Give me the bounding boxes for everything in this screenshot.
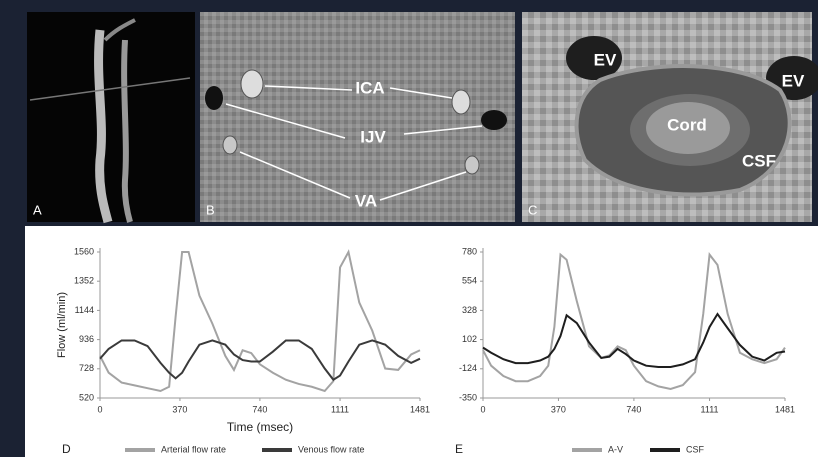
annotation: CSF: [742, 151, 776, 170]
x-tick-label: 740: [626, 404, 641, 414]
panel-label: B: [206, 202, 215, 217]
line-series: [482, 251, 786, 390]
y-axis-label: Flow (ml/min): [56, 292, 68, 358]
y-tick-label: 936: [79, 334, 94, 344]
panel-label: D: [62, 442, 71, 456]
x-tick-label: 1481: [775, 404, 795, 414]
y-tick-label: 554: [462, 276, 477, 286]
legend-label: A-V: [608, 444, 623, 454]
panel-label: E: [455, 442, 463, 456]
line-series: [482, 312, 786, 368]
panel-c: EV EV Cord CSF C: [522, 12, 818, 222]
annotation: ICA: [355, 78, 384, 97]
y-tick-label: 102: [462, 334, 477, 344]
y-tick-label: 1560: [74, 246, 94, 256]
x-axis-label: Time (msec): [227, 420, 293, 434]
line-series: [99, 339, 421, 382]
x-tick-label: 0: [97, 404, 102, 414]
y-tick-label: 328: [462, 305, 477, 315]
x-tick-label: 0: [480, 404, 485, 414]
x-tick-label: 370: [172, 404, 187, 414]
panel-b: ICA IJV VA B: [200, 12, 515, 222]
y-tick-label: -350: [459, 392, 477, 402]
y-tick-label: 1144: [75, 305, 94, 315]
y-tick-label: 728: [79, 363, 94, 373]
x-tick-label: 1111: [701, 404, 719, 414]
y-tick-label: -124: [459, 363, 477, 373]
legend-label: Arterial flow rate: [161, 444, 226, 454]
annotation: Cord: [667, 115, 707, 134]
line-series: [99, 249, 421, 393]
legend-label: CSF: [686, 444, 705, 454]
annotation: EV: [782, 71, 805, 90]
x-tick-label: 1111: [331, 404, 349, 414]
x-tick-label: 740: [252, 404, 267, 414]
annotation: VA: [355, 191, 377, 210]
panel-label: A: [33, 202, 42, 217]
legend-label: Venous flow rate: [298, 444, 365, 454]
chart-area-background: [25, 226, 818, 457]
annotation: EV: [594, 50, 617, 69]
panel-label: C: [528, 202, 537, 217]
x-tick-label: 1481: [410, 404, 430, 414]
panel-a: A: [27, 12, 195, 224]
y-tick-label: 520: [79, 392, 94, 402]
y-tick-label: 780: [462, 246, 477, 256]
y-tick-label: 1352: [74, 276, 94, 286]
x-tick-label: 370: [551, 404, 566, 414]
annotation: IJV: [360, 127, 386, 146]
